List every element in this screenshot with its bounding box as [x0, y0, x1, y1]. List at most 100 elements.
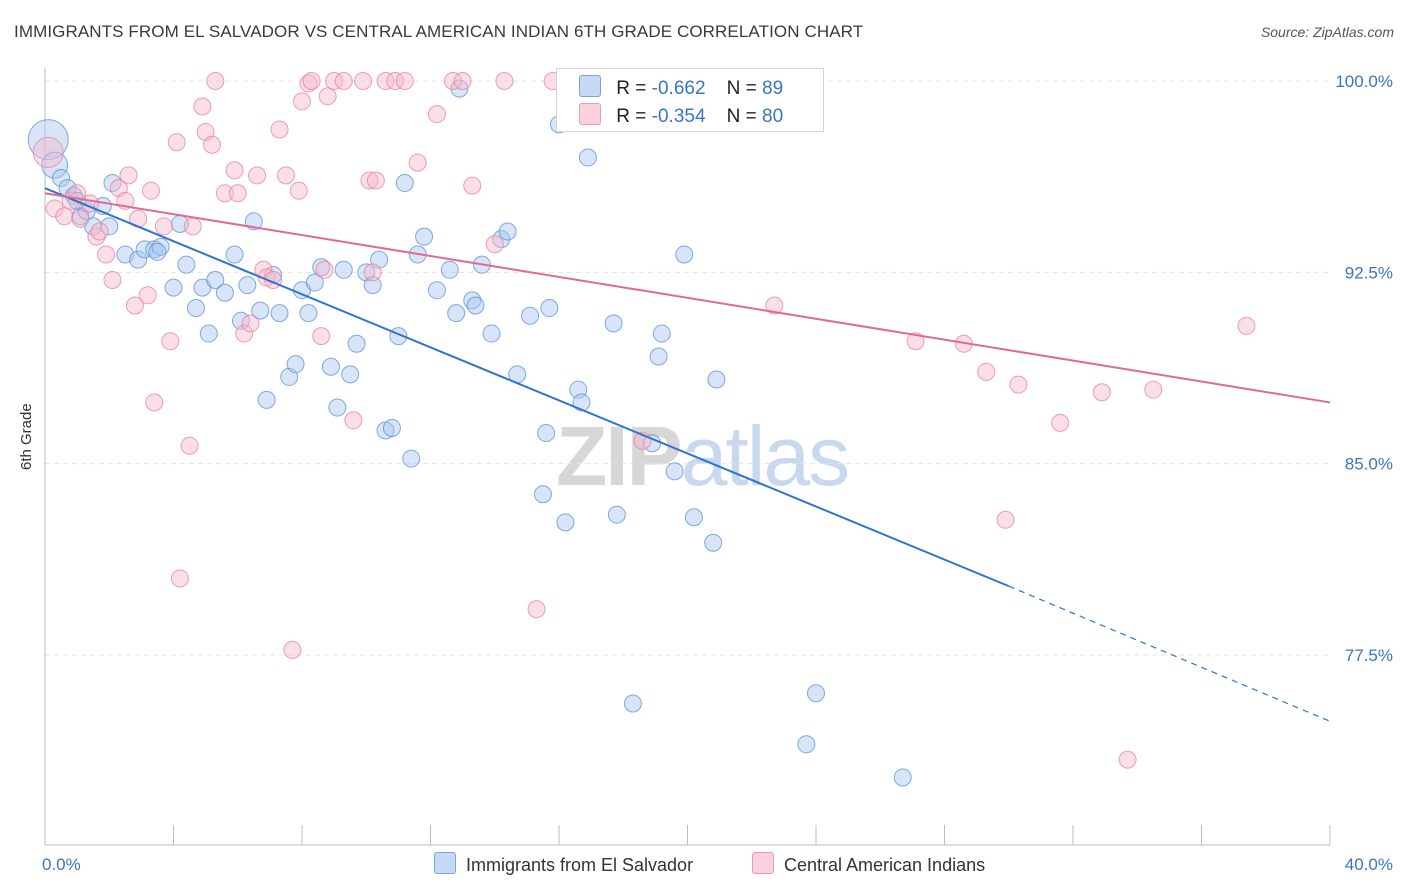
central-american-indian-point: [248, 166, 267, 185]
el-salvador-point: [328, 398, 347, 417]
el-salvador-point: [151, 237, 170, 256]
el-salvador-point: [402, 449, 421, 468]
central-american-indian-point: [71, 209, 90, 228]
legend-r-label: R =: [616, 78, 652, 99]
el-salvador-point: [604, 314, 623, 333]
el-salvador-point: [498, 222, 517, 241]
el-salvador-point: [382, 418, 401, 437]
el-salvador-point: [707, 370, 726, 389]
central-american-indian-point: [55, 207, 74, 226]
central-american-indian-point: [977, 362, 996, 381]
central-american-indian-point: [193, 97, 212, 116]
central-american-indian-point: [1237, 316, 1256, 335]
chart-title: IMMIGRANTS FROM EL SALVADOR VS CENTRAL A…: [14, 22, 864, 41]
x-tick-label: 40.0%: [1345, 855, 1393, 874]
central-american-indian-point: [354, 72, 373, 90]
legend-n-value: 80: [762, 106, 784, 127]
central-american-indian-point: [183, 217, 202, 236]
central-american-indian-point: [765, 296, 784, 315]
el-salvador-point: [52, 168, 71, 187]
source-label: Source: ZipAtlas.com: [1260, 24, 1394, 40]
el-salvador-point: [257, 390, 276, 409]
bottom-legend-el-salvador: Immigrants from El Salvador: [434, 852, 693, 876]
el-salvador-point: [164, 278, 183, 297]
el-salvador-point: [305, 273, 324, 292]
el-salvador-point: [225, 245, 244, 264]
el-salvador-point: [312, 258, 331, 277]
central-american-indian-point: [97, 245, 116, 264]
central-american-indian-point: [180, 436, 199, 455]
el-salvador-point: [537, 424, 556, 443]
central-american-indian-point: [318, 87, 337, 106]
el-salvador-point: [533, 485, 552, 504]
el-salvador-point: [540, 299, 559, 318]
y-tick-label: 92.5%: [1345, 263, 1393, 282]
central-american-indian-point: [241, 314, 260, 333]
central-american-indian-point: [90, 222, 109, 241]
central-american-indian-point: [1009, 375, 1028, 394]
central-american-indian-point: [527, 600, 546, 619]
el-salvador-point: [100, 217, 119, 236]
el-salvador-point: [556, 513, 575, 532]
legend-row-el-salvador: R = -0.662 N = 89: [579, 75, 783, 100]
central-american-indian-point: [289, 181, 308, 200]
el-salvador-point: [341, 365, 360, 384]
el-salvador-point: [427, 281, 446, 300]
watermark-atlas: atlas: [680, 409, 850, 503]
y-tick-label: 85.0%: [1345, 455, 1393, 474]
central-american-indian-point: [1144, 380, 1163, 399]
el-salvador-point: [41, 151, 69, 179]
el-salvador-point: [684, 508, 703, 527]
el-salvador-point: [463, 291, 482, 310]
central-american-indian-point: [996, 510, 1015, 529]
el-salvador-trendline-extension: [1008, 585, 1331, 722]
el-salvador-point: [334, 260, 353, 279]
central-american-indian-point: [103, 270, 122, 289]
central-american-indian-point: [87, 227, 106, 246]
legend-r-value: -0.662: [651, 78, 706, 99]
el-salvador-point: [206, 270, 225, 289]
el-salvador-point: [186, 299, 205, 318]
el-salvador-point: [299, 304, 318, 323]
central-american-indian-point: [312, 327, 331, 346]
central-american-indian-point: [225, 161, 244, 180]
central-american-indian-point: [170, 569, 189, 588]
central-american-indian-point: [463, 176, 482, 195]
central-american-indian-point: [276, 166, 295, 185]
central-american-indian-point: [283, 640, 302, 659]
central-american-indian-point: [395, 72, 414, 90]
central-american-indian-point: [125, 296, 144, 315]
el-salvador-point: [363, 276, 382, 295]
central-american-indian-point: [293, 92, 311, 111]
el-salvador-point: [665, 462, 684, 481]
central-american-indians-trendline: [44, 192, 1331, 404]
central-american-indian-point: [376, 72, 395, 90]
central-american-indian-point: [32, 136, 64, 168]
el-salvador-point: [572, 393, 591, 412]
central-american-indian-point: [427, 105, 446, 124]
central-american-indian-point: [206, 72, 225, 90]
central-american-indian-point: [1118, 750, 1137, 769]
el-salvador-point: [395, 174, 414, 193]
el-salvador-point: [270, 304, 289, 323]
bottom-legend-swatch-el-salvador: [434, 852, 456, 874]
central-american-indian-point: [270, 120, 289, 139]
central-american-indian-point: [366, 171, 385, 190]
el-salvador-point: [199, 324, 218, 343]
central-american-indian-point: [408, 153, 427, 172]
central-american-indian-point: [453, 72, 472, 90]
central-american-indian-point: [302, 72, 321, 90]
el-salvador-point: [447, 304, 466, 323]
central-american-indian-point: [363, 263, 382, 282]
central-american-indian-point: [334, 72, 353, 90]
y-axis-label: 6th Grade: [18, 403, 35, 470]
central-american-indian-point: [906, 332, 925, 351]
el-salvador-point: [215, 283, 234, 302]
central-american-indian-point: [235, 324, 254, 343]
el-salvador-point: [578, 148, 597, 167]
central-american-indian-point: [138, 286, 157, 305]
bottom-legend-label: Immigrants from El Salvador: [466, 855, 694, 875]
el-salvador-point: [415, 227, 434, 246]
central-american-indian-point: [344, 411, 363, 430]
